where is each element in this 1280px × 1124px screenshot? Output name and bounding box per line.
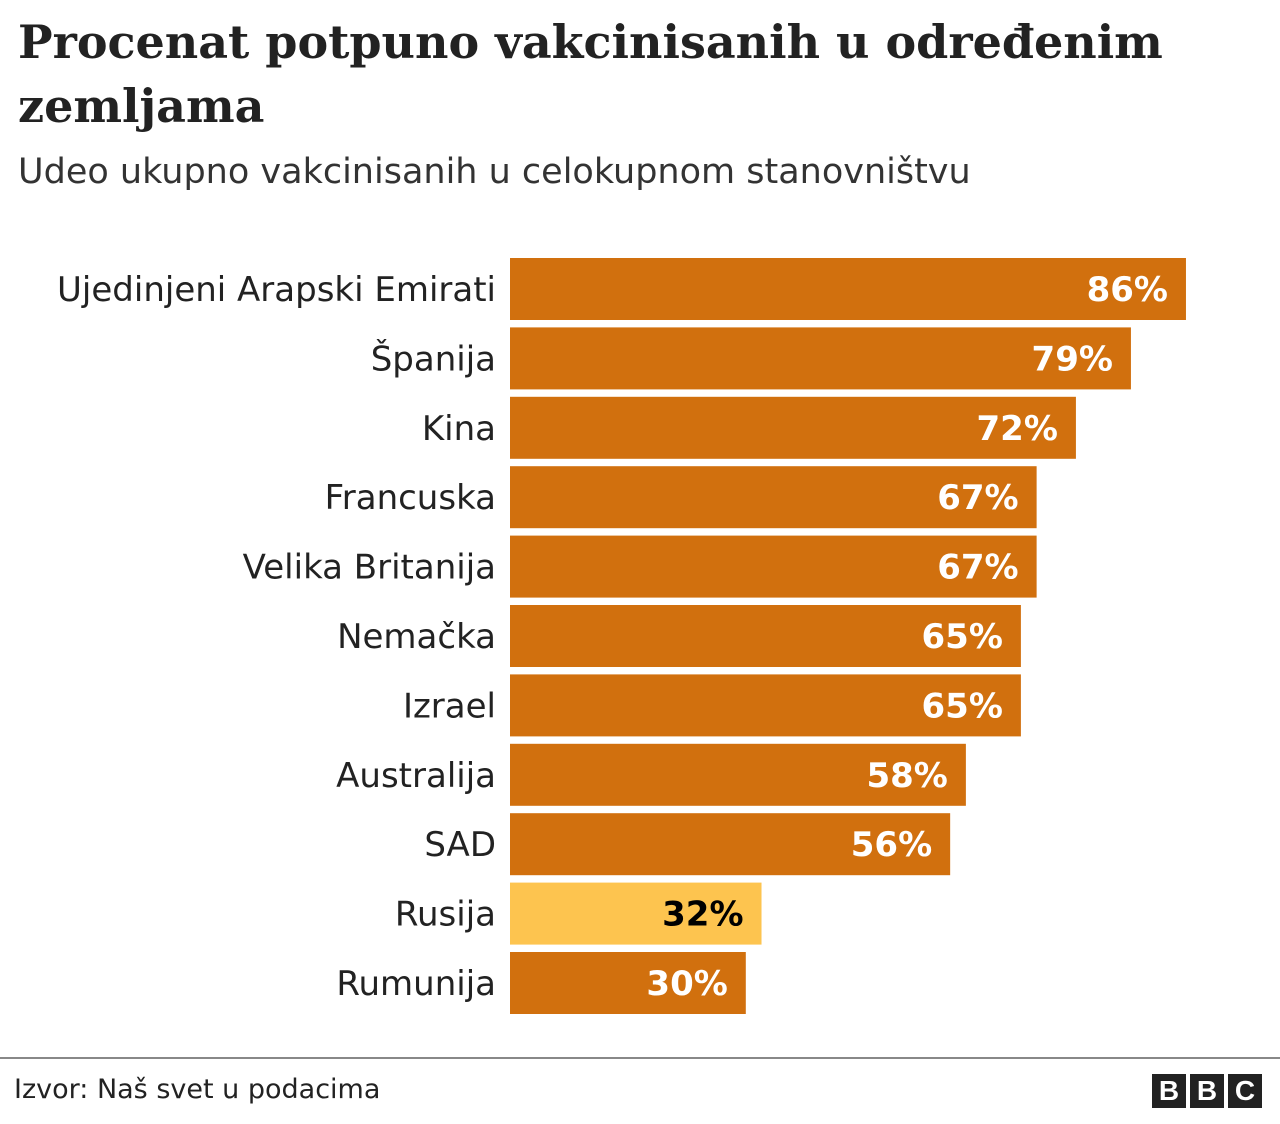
bar: [510, 882, 762, 945]
bar: [510, 674, 1021, 737]
value-label: 65%: [922, 686, 1003, 726]
value-label: 86%: [1087, 270, 1168, 310]
value-label: 32%: [662, 895, 743, 935]
category-label: Francuska: [325, 478, 496, 518]
value-label: 58%: [866, 756, 947, 796]
bar: [510, 605, 1021, 667]
footer-divider: [0, 1057, 1280, 1059]
category-label: Ujedinjeni Arapski Emirati: [57, 270, 496, 310]
category-label: SAD: [424, 825, 496, 865]
chart-subtitle: Udeo ukupno vakcinisanih u celokupnom st…: [18, 152, 971, 192]
category-label: Rumunija: [336, 964, 496, 1004]
value-label: 72%: [977, 409, 1058, 449]
value-label: 67%: [937, 548, 1018, 588]
value-label: 67%: [937, 478, 1018, 518]
source-note: Izvor: Naš svet u podacima: [14, 1074, 381, 1105]
bar: [510, 535, 1037, 598]
bar: [510, 466, 1037, 529]
bbc-logo-letter: B: [1190, 1074, 1224, 1108]
category-label: Nemačka: [337, 617, 496, 657]
bar-chart: Ujedinjeni Arapski Emirati 86% Španija 79% K…: [57, 258, 1186, 1014]
category-label: Australija: [336, 756, 496, 796]
category-label: Kina: [422, 409, 496, 449]
category-label: Španija: [371, 338, 496, 379]
bar: [510, 743, 966, 806]
category-label: Velika Britanija: [243, 548, 496, 588]
category-label: Izrael: [403, 686, 496, 726]
bar: [510, 813, 951, 876]
bbc-logo-letter: B: [1152, 1074, 1186, 1108]
value-label: 30%: [646, 964, 727, 1004]
chart-title: Procenat potpuno vakcinisanih u određeni…: [18, 15, 1163, 133]
value-label: 79%: [1032, 339, 1113, 379]
bbc-logo-letter: C: [1228, 1074, 1262, 1108]
bbc-logo: B B C: [1152, 1074, 1262, 1108]
bar: [510, 952, 746, 1014]
bar: [510, 396, 1076, 459]
bar: [510, 327, 1131, 390]
bar: [510, 258, 1186, 320]
value-label: 56%: [851, 825, 932, 865]
value-label: 65%: [922, 617, 1003, 657]
category-label: Rusija: [395, 895, 496, 935]
